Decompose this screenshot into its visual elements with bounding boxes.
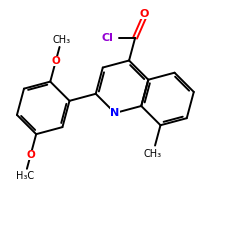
- Text: O: O: [139, 8, 148, 18]
- Text: H₃C: H₃C: [16, 171, 34, 181]
- Text: CH₃: CH₃: [144, 149, 162, 159]
- Text: O: O: [26, 150, 35, 160]
- Text: CH₃: CH₃: [52, 35, 70, 45]
- Text: Cl: Cl: [102, 33, 114, 43]
- Text: N: N: [110, 108, 120, 118]
- Text: O: O: [52, 56, 60, 66]
